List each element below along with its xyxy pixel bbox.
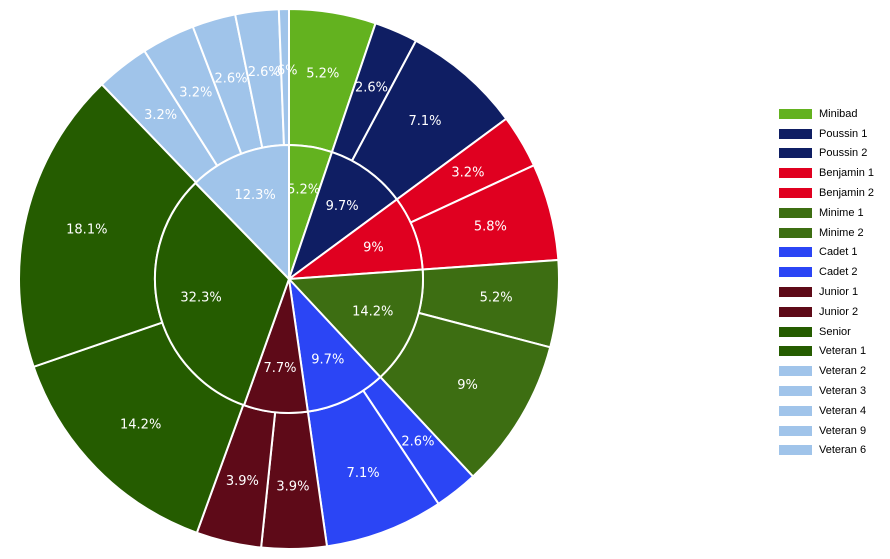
legend-label: Cadet 1 <box>819 246 858 259</box>
outer-ring-slice-label: 9% <box>457 378 478 393</box>
inner-ring-slice-label: 9% <box>363 240 384 255</box>
chart-legend: Minibad Poussin 1 Poussin 2 Benjamin 1 Benja… <box>779 104 889 460</box>
legend-label: Senior <box>819 325 851 338</box>
legend-label: Veteran 2 <box>819 365 867 378</box>
outer-ring-slice-label: 3.2% <box>179 86 212 101</box>
legend-label: Veteran 4 <box>819 404 867 417</box>
legend-label: Minime 1 <box>819 206 864 219</box>
legend-swatch <box>779 227 812 238</box>
legend-swatch <box>779 366 812 377</box>
legend-item[interactable]: Veteran 4 <box>779 401 889 421</box>
outer-ring-slice-label: 3.2% <box>451 165 484 180</box>
inner-ring-slice-label: 5.2% <box>287 183 320 198</box>
outer-ring-slice-label: 2.6% <box>248 65 281 80</box>
legend-swatch <box>779 247 812 258</box>
legend-swatch <box>779 168 812 179</box>
legend-item[interactable]: Minime 2 <box>779 223 889 243</box>
legend-item[interactable]: Benjamin 1 <box>779 163 889 183</box>
legend-swatch <box>779 188 812 199</box>
outer-ring-slice-label: 7.1% <box>347 466 380 481</box>
legend-item[interactable]: Junior 1 <box>779 282 889 302</box>
legend-label: Minime 2 <box>819 226 864 239</box>
legend-label: Veteran 3 <box>819 385 867 398</box>
outer-ring-slice-label: 2.6% <box>215 72 248 87</box>
legend-item[interactable]: Junior 2 <box>779 302 889 322</box>
legend-label: Veteran 1 <box>819 345 867 358</box>
legend-item[interactable]: Minibad <box>779 104 889 124</box>
legend-label: Poussin 2 <box>819 147 868 160</box>
legend-item[interactable]: Cadet 2 <box>779 262 889 282</box>
legend-item[interactable]: Poussin 1 <box>779 124 889 144</box>
outer-ring-slice-label: 5.2% <box>480 291 513 306</box>
legend-swatch <box>779 346 812 357</box>
inner-ring-slice-label: 14.2% <box>352 304 393 319</box>
legend-label: Junior 1 <box>819 286 859 299</box>
legend-item[interactable]: Benjamin 2 <box>779 183 889 203</box>
legend-item[interactable]: Veteran 3 <box>779 381 889 401</box>
legend-label: Veteran 6 <box>819 444 867 457</box>
legend-swatch <box>779 148 812 159</box>
legend-swatch <box>779 386 812 397</box>
outer-ring-slice-label: 3.9% <box>226 474 259 489</box>
legend-item[interactable]: Poussin 2 <box>779 144 889 164</box>
legend-label: Junior 2 <box>819 305 859 318</box>
legend-swatch <box>779 207 812 218</box>
outer-ring-slice-label: 3.2% <box>144 108 177 123</box>
inner-ring-slice[interactable] <box>194 143 290 282</box>
legend-swatch <box>779 326 812 337</box>
outer-ring-slice-label: 5.2% <box>306 66 339 81</box>
inner-ring-slice-label: 9.7% <box>326 199 359 214</box>
legend-label: Poussin 1 <box>819 127 868 140</box>
legend-swatch <box>779 306 812 317</box>
legend-label: Cadet 2 <box>819 266 858 279</box>
legend-swatch <box>779 128 812 139</box>
inner-ring-slice-label: 32.3% <box>180 291 221 306</box>
legend-swatch <box>779 425 812 436</box>
inner-ring-slice[interactable] <box>287 150 399 282</box>
outer-ring-slice-label: 18.1% <box>66 223 107 238</box>
legend-label: Minibad <box>819 107 858 120</box>
legend-label: Benjamin 2 <box>819 187 875 200</box>
legend-item[interactable]: Veteran 2 <box>779 361 889 381</box>
inner-ring-slice-label: 7.7% <box>263 361 296 376</box>
outer-ring-slice-label: 14.2% <box>120 417 161 432</box>
outer-ring-slice-label: .6% <box>273 64 298 79</box>
legend-swatch <box>779 108 812 119</box>
outer-ring-slice-label: 3.9% <box>276 479 309 494</box>
legend-swatch <box>779 405 812 416</box>
inner-ring-slice[interactable] <box>287 275 382 413</box>
legend-item[interactable]: Minime 1 <box>779 203 889 223</box>
outer-ring-slice-label: 2.6% <box>355 81 388 96</box>
legend-item[interactable]: Veteran 1 <box>779 342 889 362</box>
outer-ring-slice-label: 2.6% <box>401 435 434 450</box>
legend-item[interactable]: Senior <box>779 322 889 342</box>
inner-ring-slice-label: 9.7% <box>311 353 344 368</box>
legend-swatch <box>779 267 812 278</box>
legend-swatch <box>779 445 812 456</box>
legend-label: Veteran 9 <box>819 424 867 437</box>
legend-swatch <box>779 287 812 298</box>
outer-ring-slice-label: 7.1% <box>408 114 441 129</box>
inner-ring-slice[interactable] <box>286 268 424 379</box>
outer-ring-slice-label: 5.8% <box>474 220 507 235</box>
legend-item[interactable]: Cadet 1 <box>779 243 889 263</box>
inner-ring-slice-label: 12.3% <box>234 188 275 203</box>
inner-ring-slice[interactable] <box>154 181 291 407</box>
legend-item[interactable]: Veteran 6 <box>779 441 889 461</box>
legend-item[interactable]: Veteran 9 <box>779 421 889 441</box>
legend-label: Benjamin 1 <box>819 167 875 180</box>
